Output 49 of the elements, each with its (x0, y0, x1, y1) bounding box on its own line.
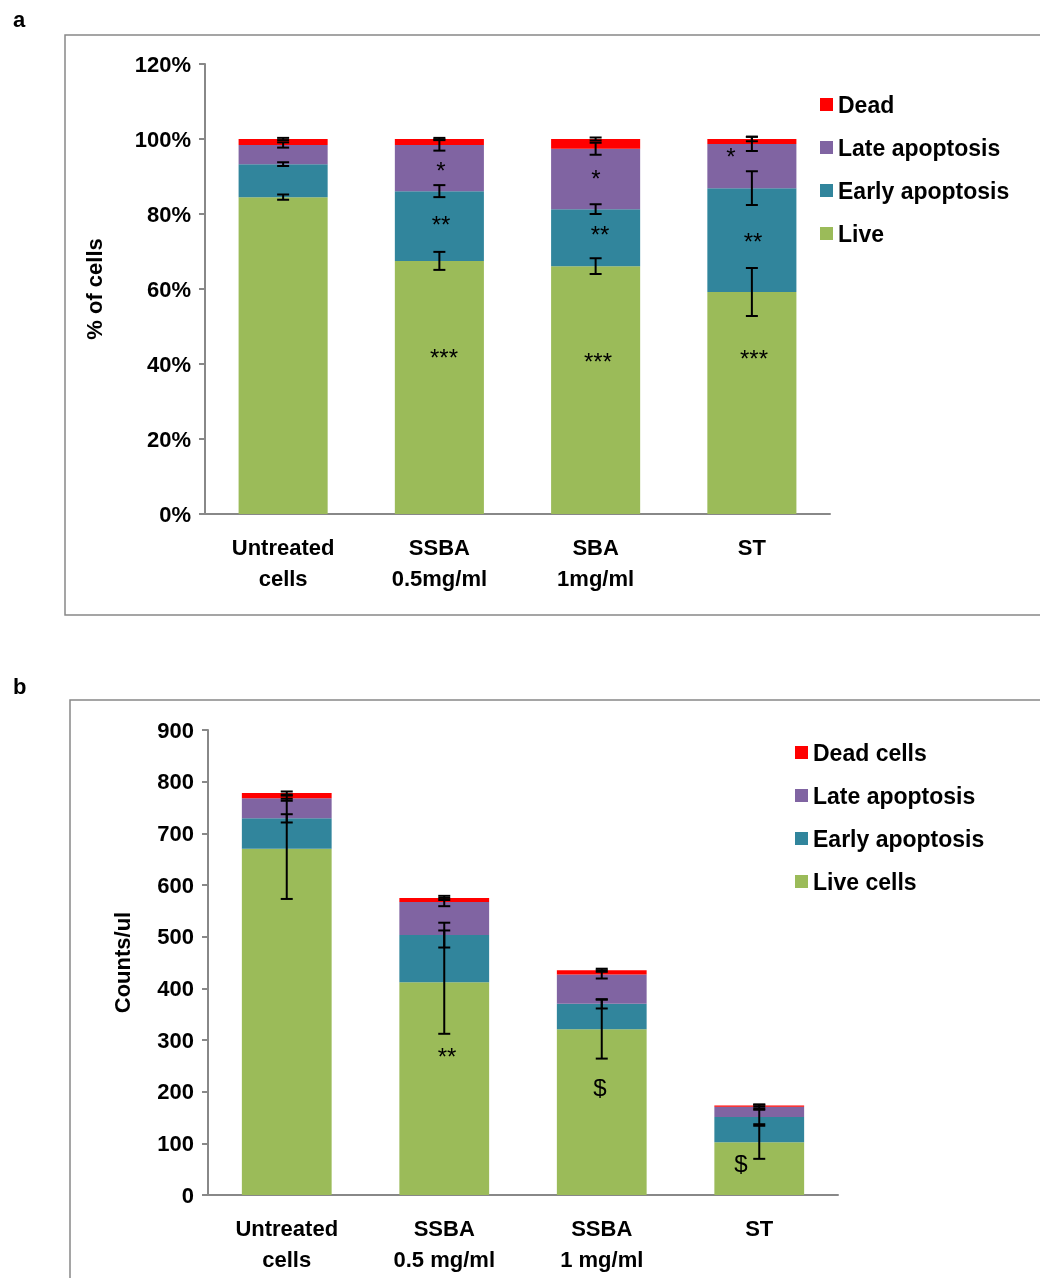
y-tick-label: 300 (157, 1027, 194, 1053)
annotation: *** (583, 347, 613, 375)
x-tick-label: SSBA 0.5mg/ml (391, 535, 488, 591)
x-tick-label: SBA 1mg/ml (557, 535, 635, 591)
annotation: ** (431, 210, 451, 238)
y-tick-label: 500 (157, 924, 194, 950)
text: a (13, 6, 26, 32)
annotation: * (591, 164, 601, 192)
y-tick-label: 20% (146, 426, 191, 452)
y-axis-title: Counts/ul (109, 911, 135, 1014)
y-tick-label: 40% (146, 351, 191, 377)
y-tick-label: 600 (157, 872, 194, 898)
legend-label: Dead cells (813, 739, 927, 766)
x-tick-label: Untreated cells (235, 1216, 339, 1272)
y-tick-label: 0 (181, 1182, 194, 1208)
legend-label: Late apoptosis (813, 782, 976, 809)
annotation: $ (593, 1073, 607, 1101)
legend-label: Live (838, 220, 885, 247)
annotation: *** (739, 344, 769, 372)
y-tick-label: 120% (134, 51, 191, 77)
annotation: ** (437, 1042, 457, 1070)
y-tick-label: 0% (159, 501, 191, 527)
annotation: ** (590, 220, 610, 248)
annotation: * (726, 142, 736, 170)
x-tick-label: SSBA 0.5 mg/ml (393, 1216, 495, 1272)
legend-label: Early apoptosis (813, 825, 985, 852)
y-tick-label: 400 (157, 975, 194, 1001)
x-tick-label: Untreated cells (231, 535, 335, 591)
y-tick-label: 100% (134, 126, 191, 152)
text: b (13, 673, 27, 699)
legend-label: Early apoptosis (838, 177, 1010, 204)
y-tick-label: 700 (157, 820, 194, 846)
x-tick-label: ST (745, 1216, 774, 1241)
x-tick-label: ST (737, 535, 767, 560)
y-axis-title: % of cells (81, 238, 107, 340)
annotation: * (436, 156, 446, 184)
y-tick-label: 80% (146, 201, 191, 227)
legend-label: Dead (838, 91, 895, 118)
legend-label: Live cells (813, 868, 917, 895)
y-tick-label: 60% (146, 276, 191, 302)
annotation: *** (429, 343, 459, 371)
annotation: ** (743, 227, 763, 255)
y-tick-label: 200 (157, 1079, 194, 1105)
x-tick-label: SSBA 1 mg/ml (560, 1216, 644, 1272)
legend-label: Late apoptosis (838, 134, 1001, 161)
y-tick-label: 900 (157, 717, 194, 743)
y-tick-label: 800 (157, 769, 194, 795)
annotation: $ (734, 1149, 748, 1177)
y-tick-label: 100 (157, 1130, 194, 1156)
